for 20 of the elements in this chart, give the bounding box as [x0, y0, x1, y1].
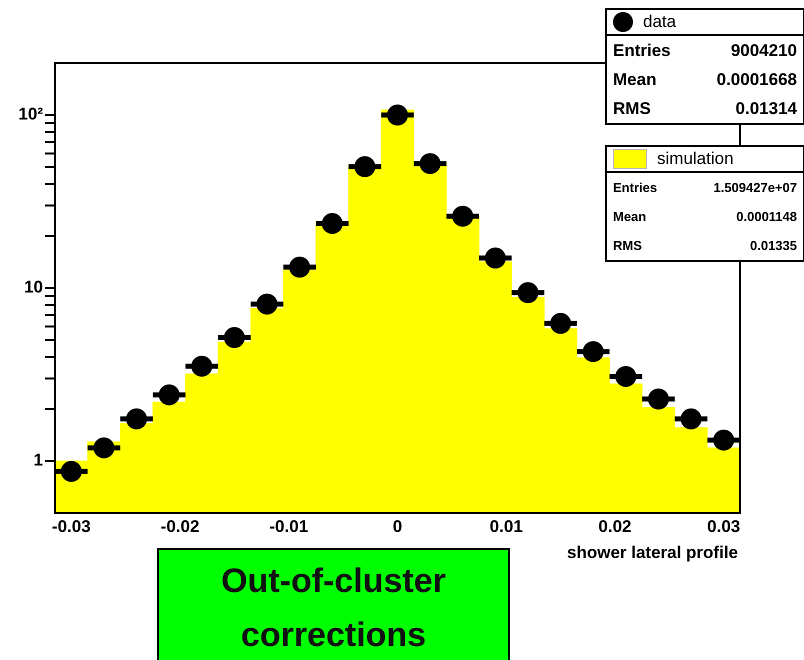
- x-tick-label: -0.03: [52, 516, 91, 536]
- text: Entries 9004210: [613, 41, 797, 60]
- x-axis-title: shower lateral profile: [567, 543, 738, 563]
- x-tick-label: 0: [392, 516, 402, 536]
- legend-label: data: [643, 12, 676, 32]
- x-tick-label: -0.02: [160, 516, 200, 536]
- legend-label: simulation: [657, 149, 734, 169]
- text: Out-of-cluster corrections: [157, 548, 510, 660]
- y-tick-label: 10²: [18, 104, 44, 124]
- text: Mean 0.0001148: [613, 209, 797, 224]
- text: Entries 1.509427e+07: [613, 180, 797, 195]
- x-tick-label: 0.01: [490, 516, 523, 536]
- x-tick-label: -0.01: [269, 516, 308, 536]
- text: Mean 0.0001668: [613, 70, 797, 89]
- y-tick-label: 1: [34, 450, 43, 470]
- text: RMS 0.01314: [613, 99, 797, 118]
- x-tick-label: 0.03: [707, 516, 740, 536]
- y-tick-label: 10: [24, 278, 43, 297]
- x-tick-label: 0.02: [598, 516, 632, 536]
- text: RMS 0.01335: [613, 238, 797, 253]
